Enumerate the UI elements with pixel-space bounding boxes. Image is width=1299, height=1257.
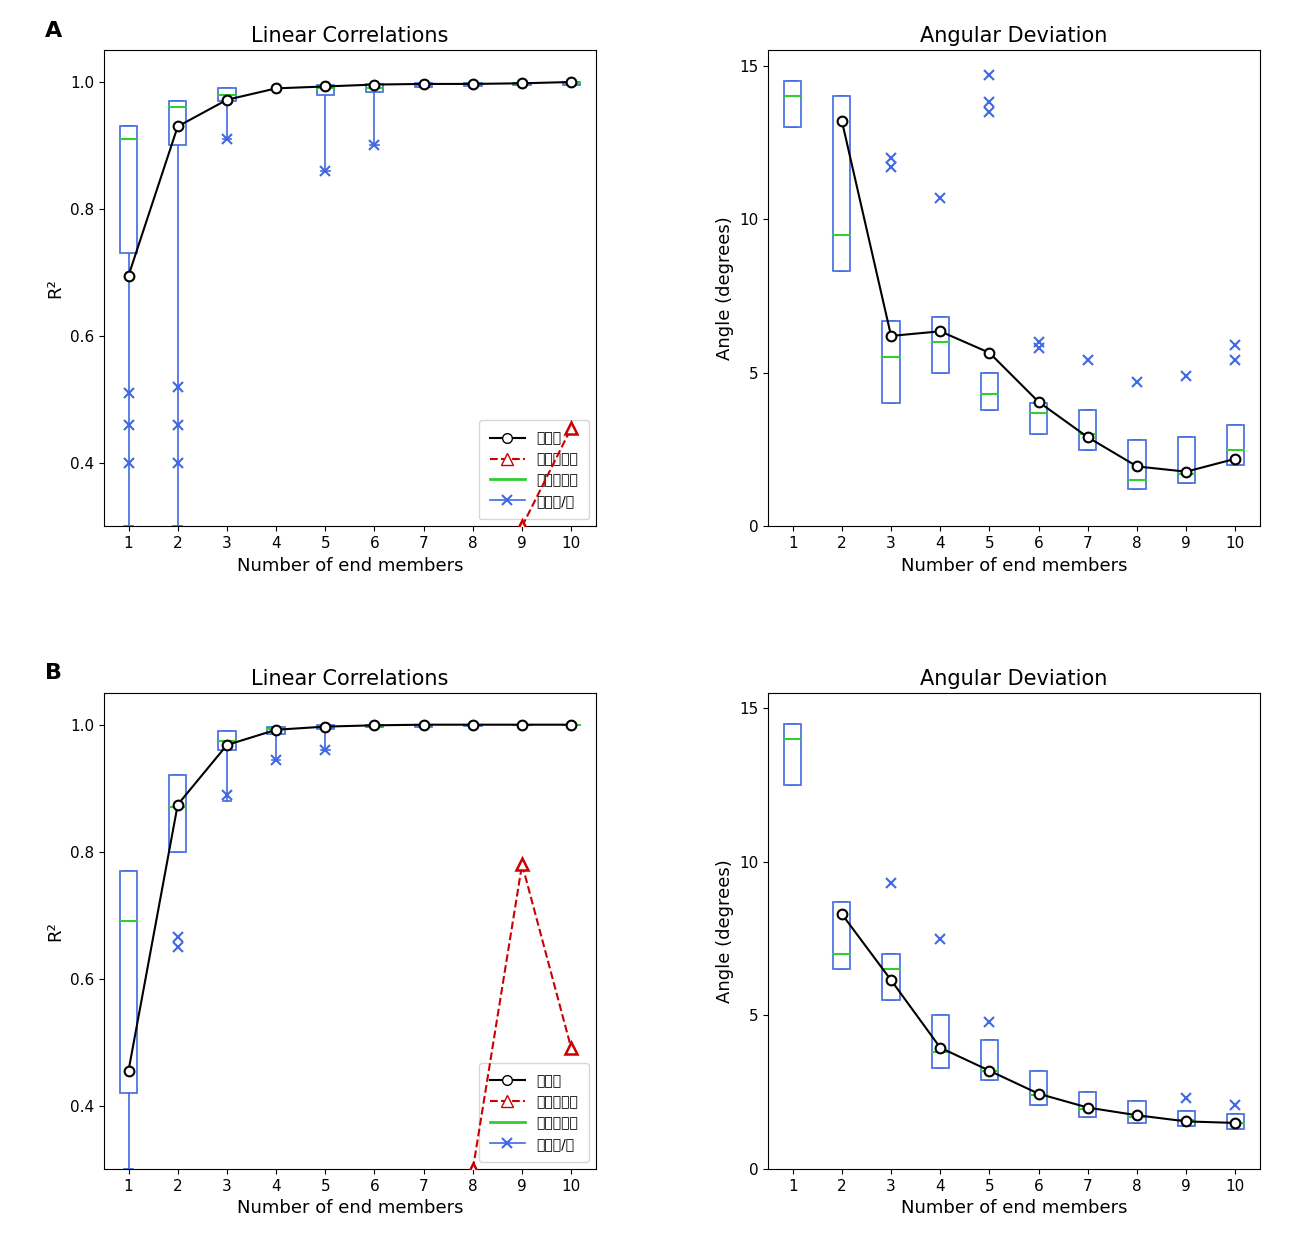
Bar [464, 725, 482, 727]
Bar [1129, 440, 1146, 489]
Bar [464, 83, 482, 85]
Bar [268, 727, 284, 734]
Bar [882, 321, 900, 403]
Bar [562, 82, 579, 84]
Bar [366, 725, 383, 728]
Bar [120, 871, 138, 1092]
X-axis label: Number of end members: Number of end members [900, 557, 1128, 574]
Bar [1030, 403, 1047, 434]
Bar [169, 101, 186, 146]
Bar [1030, 1071, 1047, 1105]
Title: Angular Deviation: Angular Deviation [921, 669, 1108, 689]
Bar [1226, 425, 1244, 465]
Title: Linear Correlations: Linear Correlations [251, 26, 448, 47]
Y-axis label: Angle (degrees): Angle (degrees) [716, 216, 734, 361]
Bar [833, 97, 851, 272]
Bar [218, 732, 235, 750]
Bar [882, 954, 900, 1001]
Text: A: A [45, 21, 62, 40]
Text: B: B [45, 664, 62, 684]
Bar [1226, 1114, 1244, 1129]
Bar [317, 725, 334, 729]
Bar [513, 83, 531, 85]
Title: Angular Deviation: Angular Deviation [921, 26, 1108, 47]
Bar [169, 776, 186, 852]
Bar [366, 84, 383, 92]
Bar [416, 725, 433, 727]
Bar [931, 318, 948, 373]
Bar [120, 127, 138, 254]
X-axis label: Number of end members: Number of end members [236, 1199, 464, 1217]
Bar [416, 83, 433, 87]
Bar [1178, 1111, 1195, 1126]
Bar [785, 724, 801, 786]
Legend: 数据集, 端元相关性, 样品中位数, 样品盒/须: 数据集, 端元相关性, 样品中位数, 样品盒/须 [479, 1063, 588, 1161]
Y-axis label: R²: R² [47, 279, 65, 298]
Bar [785, 80, 801, 127]
Bar [981, 1040, 998, 1080]
Bar [218, 88, 235, 101]
Bar [317, 85, 334, 94]
Title: Linear Correlations: Linear Correlations [251, 669, 448, 689]
Legend: 数据集, 端元相关性, 样品中位数, 样品盒/须: 数据集, 端元相关性, 样品中位数, 样品盒/须 [479, 420, 588, 519]
Bar [833, 901, 851, 969]
X-axis label: Number of end members: Number of end members [900, 1199, 1128, 1217]
Bar [1079, 410, 1096, 450]
Bar [1178, 437, 1195, 484]
Bar [1129, 1101, 1146, 1123]
X-axis label: Number of end members: Number of end members [236, 557, 464, 574]
Y-axis label: R²: R² [47, 921, 65, 940]
Bar [981, 373, 998, 410]
Y-axis label: Angle (degrees): Angle (degrees) [716, 859, 734, 1003]
Bar [1079, 1092, 1096, 1116]
Bar [931, 1016, 948, 1067]
